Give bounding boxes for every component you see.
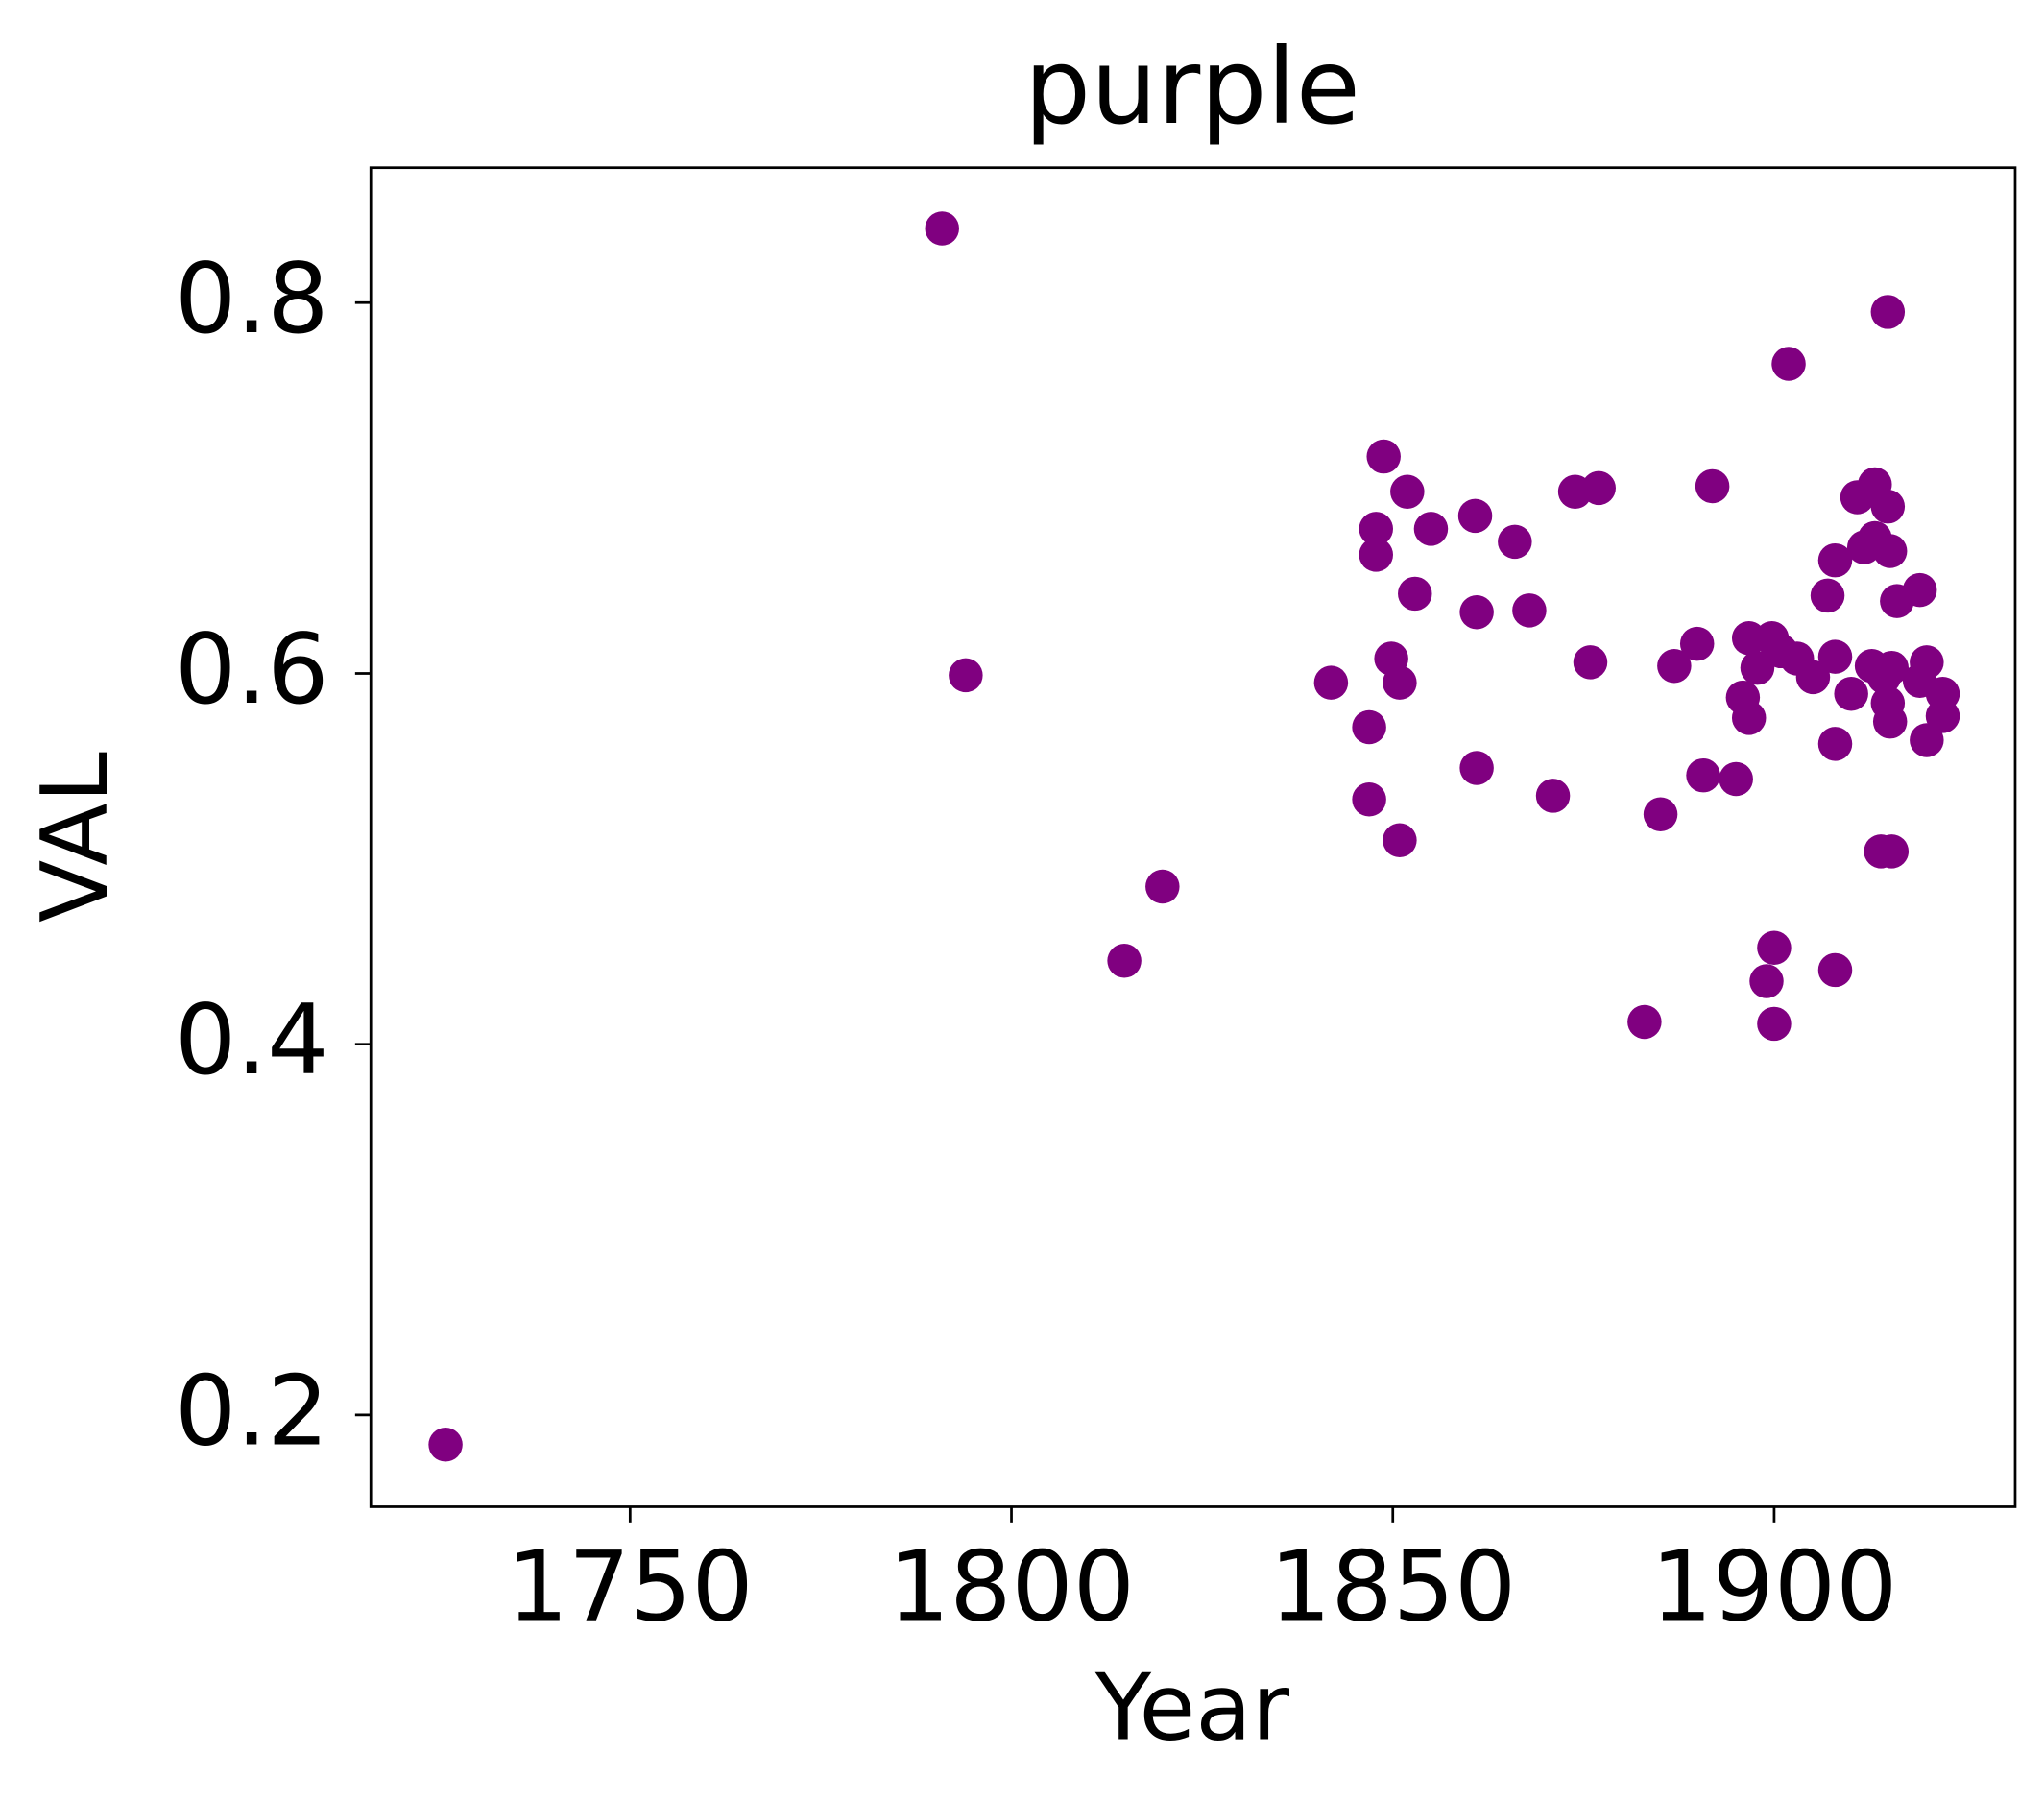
point (1313, 665, 1349, 700)
point (1870, 295, 1906, 329)
point (1107, 944, 1142, 978)
point (1757, 1006, 1792, 1042)
point (1398, 576, 1432, 612)
point (1643, 797, 1678, 831)
point (1498, 524, 1532, 560)
point (1695, 468, 1730, 504)
x-tick-label: 1800 (888, 1529, 1135, 1643)
point (1874, 834, 1910, 869)
point (1925, 699, 1960, 733)
chart-title: purple (1024, 26, 1360, 148)
point (1719, 761, 1753, 797)
y-tick-label: 0.2 (175, 1354, 329, 1467)
point (1679, 626, 1715, 661)
point (1910, 645, 1944, 680)
point (1459, 751, 1494, 785)
point (1383, 665, 1417, 700)
point (1413, 512, 1449, 546)
point (1872, 534, 1908, 568)
point (1359, 538, 1393, 572)
x-tick-label: 1900 (1650, 1529, 1897, 1643)
point (925, 211, 959, 246)
point (1902, 572, 1937, 608)
x-tick-label: 1850 (1269, 1529, 1516, 1643)
point (1359, 512, 1393, 546)
point (1352, 782, 1386, 817)
y-tick-label: 0.4 (175, 983, 329, 1096)
point (1573, 645, 1608, 680)
point (1910, 723, 1944, 757)
point (1366, 439, 1401, 474)
point (1810, 578, 1845, 613)
point (1145, 869, 1180, 904)
point (1749, 964, 1784, 998)
y-tick-label: 0.6 (175, 612, 329, 726)
point (949, 658, 983, 693)
point (1535, 779, 1571, 813)
point (1731, 701, 1767, 735)
point (1740, 650, 1775, 685)
point (1686, 757, 1720, 793)
point (1390, 474, 1425, 509)
point (1627, 1004, 1662, 1040)
point (1771, 347, 1806, 381)
x-tick-label: 1750 (507, 1529, 754, 1643)
point (1457, 498, 1493, 534)
point (1817, 952, 1853, 988)
point (1657, 649, 1692, 684)
point (1757, 930, 1792, 966)
y-axis-label: VAL (21, 752, 129, 923)
x-axis-label: Year (1094, 1653, 1290, 1761)
point (1817, 639, 1853, 674)
point (1872, 704, 1908, 739)
point (1581, 470, 1616, 506)
point (1834, 676, 1868, 711)
point (1870, 489, 1906, 524)
point (428, 1428, 463, 1462)
point (1459, 595, 1494, 630)
point (1512, 593, 1547, 628)
point (1795, 660, 1831, 695)
point (1817, 727, 1853, 761)
point (1352, 709, 1386, 745)
point (1874, 650, 1910, 685)
point (1383, 823, 1417, 858)
point (1817, 542, 1853, 578)
plot-frame (369, 166, 2017, 1508)
y-tick-label: 0.8 (175, 242, 329, 355)
